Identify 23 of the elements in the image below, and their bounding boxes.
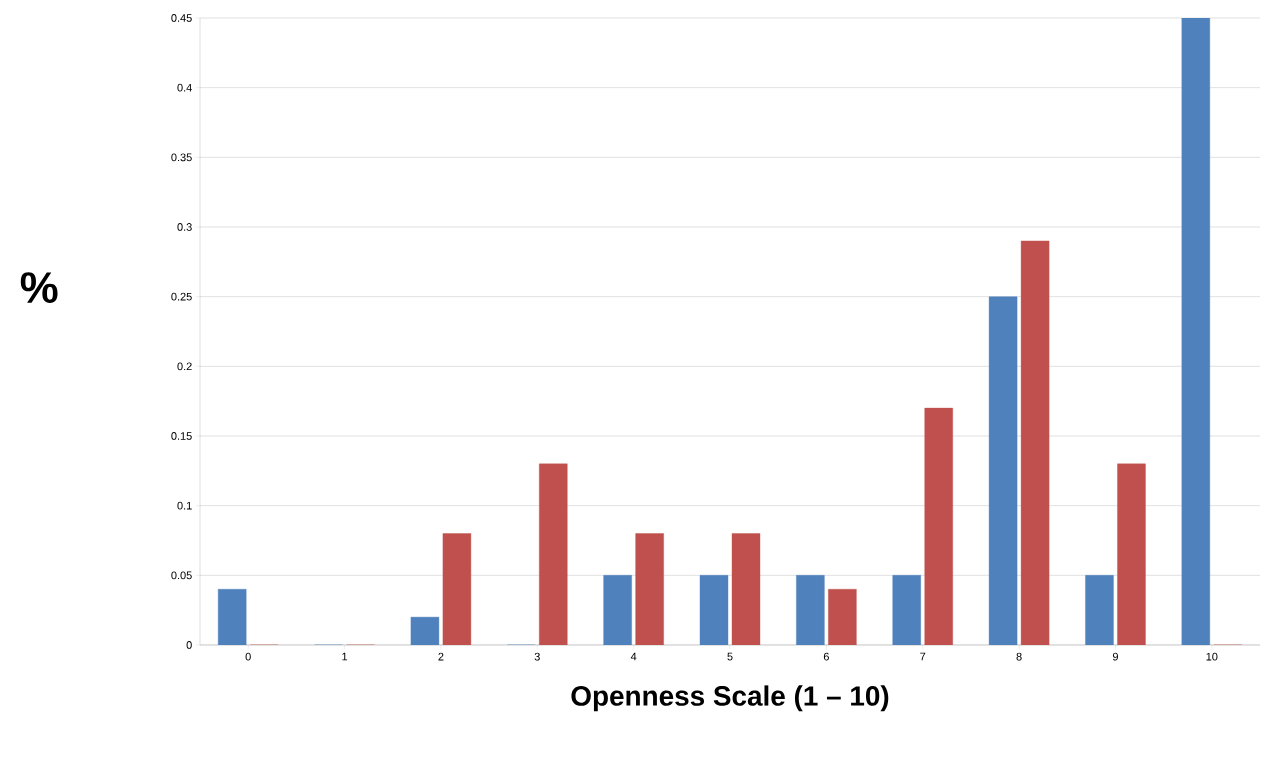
y-tick-label: 0.3 xyxy=(177,223,192,231)
x-tick-label: 8 xyxy=(1016,652,1022,661)
x-tick-label: 10 xyxy=(1206,652,1218,661)
x-tick-label: 1 xyxy=(342,652,348,661)
y-tick-label: 0.05 xyxy=(171,571,192,580)
x-tick-label: 4 xyxy=(630,652,637,661)
x-tick-label: 5 xyxy=(727,652,733,661)
y-tick-label: 0.25 xyxy=(171,292,192,301)
y-tick-label: 0.4 xyxy=(177,83,192,92)
y-tick-label: 0.35 xyxy=(171,153,192,162)
x-tick-label: 0 xyxy=(245,652,251,661)
y-tick-label: 0.2 xyxy=(177,362,192,371)
y-tick-label: 0.45 xyxy=(171,14,192,22)
x-tick-label: 6 xyxy=(823,652,829,661)
x-tick-label: 9 xyxy=(1112,652,1118,661)
y-tick-label: 0 xyxy=(186,641,192,649)
x-axis-title: Openness Scale (1 – 10) xyxy=(571,685,889,712)
y-axis-title: % xyxy=(20,272,58,304)
x-tick-label: 7 xyxy=(920,652,926,661)
y-tick-label: 0.15 xyxy=(171,432,192,440)
y-tick-label: 0.1 xyxy=(177,501,192,510)
x-tick-label: 2 xyxy=(438,652,444,661)
x-tick-label: 3 xyxy=(534,652,540,661)
